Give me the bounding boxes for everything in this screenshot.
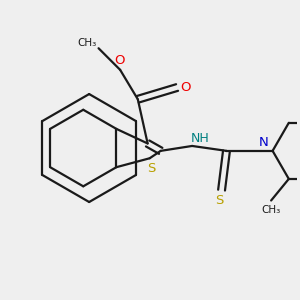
Text: O: O — [181, 81, 191, 94]
Text: CH₃: CH₃ — [262, 205, 281, 215]
Text: S: S — [148, 162, 156, 175]
Text: CH₃: CH₃ — [77, 38, 96, 48]
Text: O: O — [114, 53, 124, 67]
Text: N: N — [259, 136, 268, 148]
Text: S: S — [215, 194, 224, 207]
Text: NH: NH — [190, 132, 209, 145]
